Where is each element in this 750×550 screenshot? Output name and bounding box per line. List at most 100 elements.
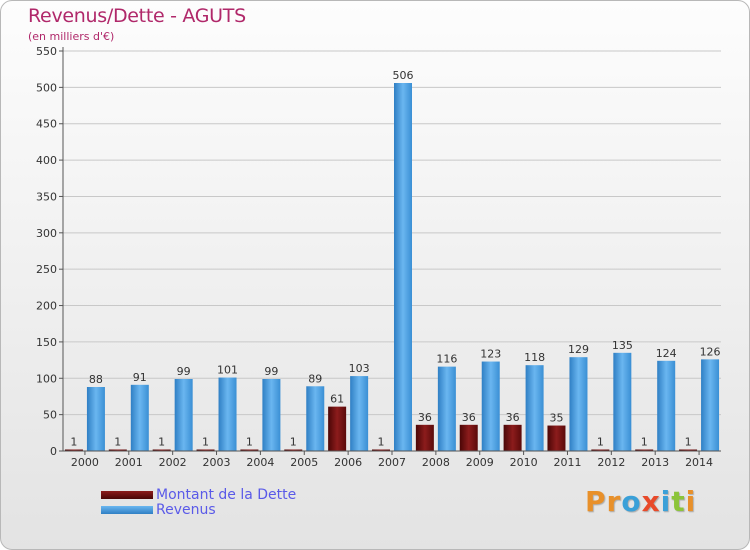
logo-letter: t <box>671 485 686 518</box>
bar-revenus <box>701 359 720 451</box>
proxiti-logo: Proxiti <box>585 485 696 518</box>
chart-title: Revenus/Dette - AGUTS <box>28 5 246 27</box>
y-tick-label: 200 <box>36 300 57 313</box>
y-tick-label: 50 <box>43 409 57 422</box>
data-label-dette: 1 <box>70 436 77 449</box>
data-label-revenus: 99 <box>264 365 278 378</box>
y-tick-label: 100 <box>36 372 57 385</box>
y-tick-label: 250 <box>36 263 57 276</box>
bar-revenus <box>437 366 456 451</box>
x-tick-label: 2002 <box>159 456 187 469</box>
bar-revenus <box>350 376 369 451</box>
data-label-revenus: 99 <box>177 365 191 378</box>
bar-revenus <box>130 384 149 451</box>
x-tick-label: 2010 <box>510 456 538 469</box>
logo-letter: i <box>660 485 672 518</box>
bar-revenus <box>218 377 237 451</box>
bar-revenus <box>657 360 676 451</box>
bar-revenus <box>86 387 105 451</box>
data-label-revenus: 126 <box>700 345 721 358</box>
data-label-revenus: 91 <box>133 371 147 384</box>
bar-dette <box>372 449 390 451</box>
x-tick-label: 2005 <box>290 456 318 469</box>
x-tick-label: 2006 <box>334 456 362 469</box>
data-label-dette: 36 <box>462 411 476 424</box>
data-label-dette: 36 <box>506 411 520 424</box>
data-label-revenus: 123 <box>480 348 501 361</box>
bar-revenus <box>174 379 193 451</box>
x-tick-label: 2001 <box>115 456 143 469</box>
data-label-revenus: 129 <box>568 343 589 356</box>
bar-dette <box>108 449 127 451</box>
x-tick-label: 2003 <box>203 456 231 469</box>
x-tick-label: 2004 <box>246 456 274 469</box>
bar-dette <box>284 449 303 451</box>
bar-revenus <box>569 357 588 451</box>
y-tick-label: 450 <box>36 118 57 131</box>
data-label-revenus: 88 <box>89 373 103 386</box>
logo-letter: o <box>621 485 642 518</box>
logo-letter: P <box>585 485 607 518</box>
data-label-revenus: 506 <box>393 69 414 82</box>
bar-revenus <box>613 352 632 451</box>
data-label-revenus: 103 <box>349 362 370 375</box>
bar-dette <box>152 449 171 451</box>
data-label-dette: 1 <box>597 436 604 449</box>
logo-letter: x <box>641 485 661 518</box>
bar-dette <box>328 406 347 451</box>
bar-dette <box>547 425 566 451</box>
data-label-dette: 1 <box>641 436 648 449</box>
data-label-revenus: 124 <box>656 347 677 360</box>
legend-label-revenus: Revenus <box>156 502 216 518</box>
y-tick-label: 150 <box>36 336 57 349</box>
bar-revenus <box>306 386 325 451</box>
logo-letter: i <box>685 485 697 518</box>
bar-dette <box>635 449 654 451</box>
x-tick-label: 2007 <box>378 456 406 469</box>
x-tick-label: 2008 <box>422 456 450 469</box>
legend-label-dette: Montant de la Dette <box>156 487 297 503</box>
bar-dette <box>591 449 610 451</box>
bar-dette <box>679 449 698 451</box>
legend-swatch-dette <box>101 491 153 499</box>
data-label-dette: 1 <box>158 436 165 449</box>
data-label-dette: 1 <box>290 436 297 449</box>
data-label-dette: 36 <box>418 411 432 424</box>
legend-swatch-revenus <box>101 506 153 514</box>
bar-dette <box>240 449 259 451</box>
data-label-revenus: 116 <box>436 353 457 366</box>
bar-dette <box>64 449 83 451</box>
x-tick-label: 2012 <box>597 456 625 469</box>
data-label-revenus: 101 <box>217 364 238 377</box>
data-label-dette: 1 <box>685 436 692 449</box>
data-label-dette: 1 <box>202 436 209 449</box>
data-label-revenus: 89 <box>308 372 322 385</box>
data-label-revenus: 135 <box>612 339 633 352</box>
bar-revenus <box>262 379 281 451</box>
y-tick-label: 300 <box>36 227 57 240</box>
bar-revenus <box>394 83 412 451</box>
bar-dette <box>196 449 215 451</box>
bar-revenus <box>481 361 500 451</box>
data-label-dette: 35 <box>549 412 563 425</box>
x-tick-label: 2011 <box>553 456 581 469</box>
x-tick-label: 2009 <box>466 456 494 469</box>
y-tick-label: 400 <box>36 154 57 167</box>
y-tick-label: 550 <box>36 45 57 58</box>
x-tick-label: 2013 <box>641 456 669 469</box>
bar-dette <box>503 424 522 451</box>
logo-letter: r <box>606 485 622 518</box>
data-label-dette: 61 <box>330 393 344 406</box>
y-tick-label: 500 <box>36 81 57 94</box>
x-tick-label: 2000 <box>71 456 99 469</box>
x-tick-label: 2014 <box>685 456 713 469</box>
chart-subtitle: (en milliers d'€) <box>28 30 115 43</box>
data-label-dette: 1 <box>246 436 253 449</box>
bar-dette <box>459 424 478 451</box>
bar-dette <box>415 424 434 451</box>
data-label-revenus: 118 <box>524 351 545 364</box>
data-label-dette: 1 <box>378 436 385 449</box>
y-tick-label: 0 <box>50 445 57 458</box>
